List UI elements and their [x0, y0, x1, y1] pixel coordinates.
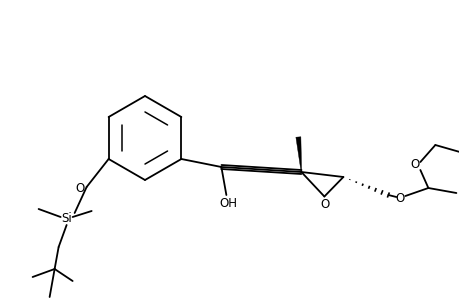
Text: Si: Si	[61, 212, 72, 226]
Text: O: O	[320, 198, 329, 211]
Text: OH: OH	[219, 196, 237, 209]
Text: O: O	[410, 158, 419, 170]
Polygon shape	[295, 137, 301, 172]
Text: O: O	[75, 182, 84, 196]
Text: O: O	[395, 191, 404, 205]
